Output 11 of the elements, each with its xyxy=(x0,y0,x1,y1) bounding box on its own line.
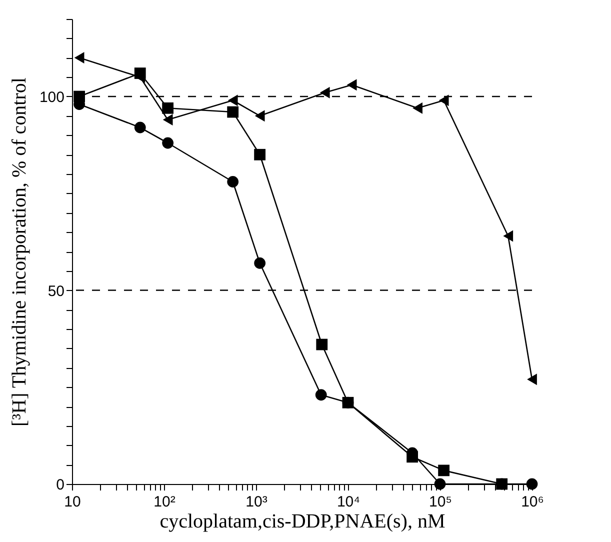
x-tick-label: 10² xyxy=(154,494,176,510)
x-axis-title: cycloplatam,cis-DDP,PNAE(s), nM xyxy=(160,510,446,532)
y-tick-label: 100 xyxy=(39,89,64,106)
x-tick-label: 10 xyxy=(64,494,81,510)
x-tick-label: 10⁶ xyxy=(521,494,544,510)
x-tick-label: 10⁴ xyxy=(336,494,360,510)
x-tick-label: 10³ xyxy=(246,494,268,510)
y-axis-title: [³H] Thymidine incorporation, % of control xyxy=(8,77,30,426)
y-tick-label: 50 xyxy=(48,282,64,300)
x-tick-label: 10⁵ xyxy=(429,494,452,510)
y-tick-label: 0 xyxy=(56,476,64,494)
